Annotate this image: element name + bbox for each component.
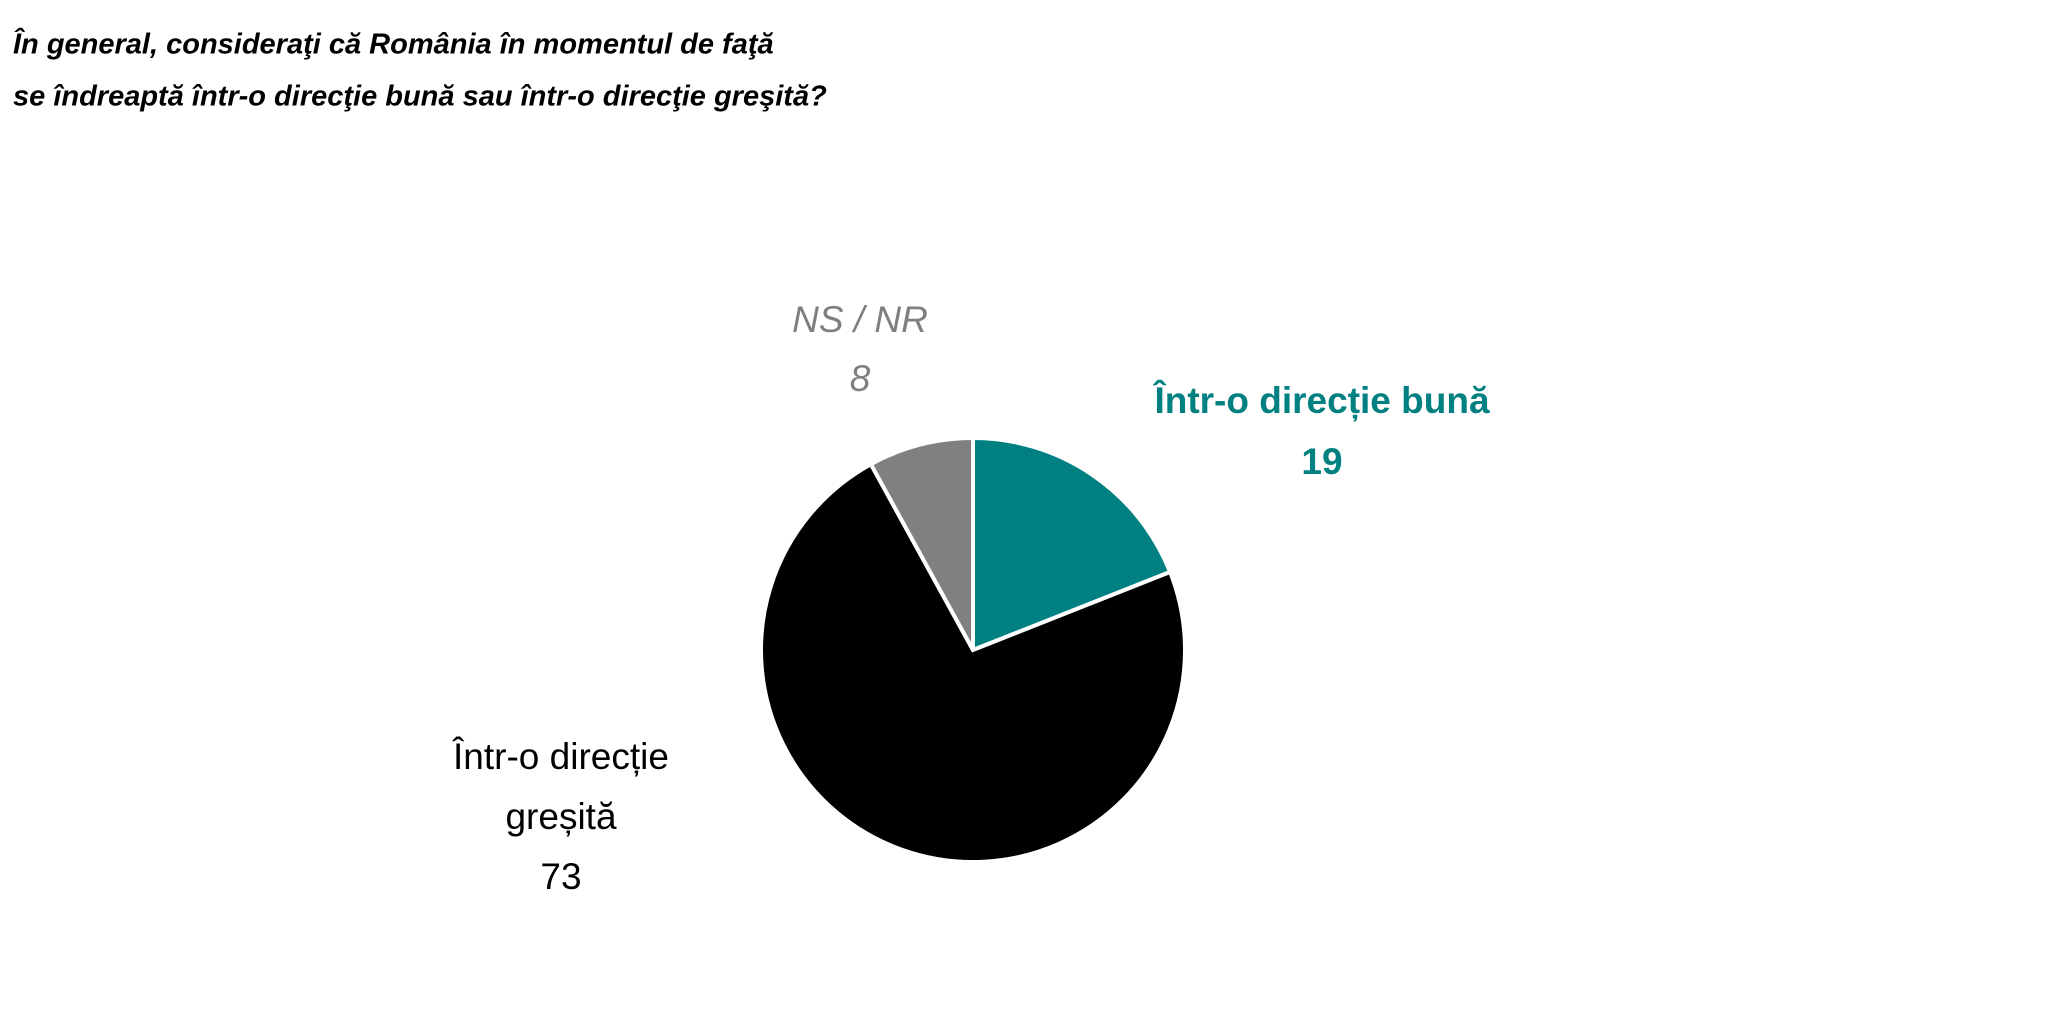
- chart-title-line: se îndreaptă într-o direcţie bună sau în…: [13, 81, 827, 113]
- slice-label: Într-o direcție bună: [1152, 379, 1490, 422]
- slice-label-line: greșită: [505, 796, 616, 837]
- slice-label: Într-o direcție greșită: [452, 736, 669, 837]
- slice-value-label: 73: [540, 856, 581, 897]
- chart-title-line: În general, consideraţi că România în mo…: [13, 27, 774, 61]
- slice-label-line: Într-o direcție: [452, 736, 669, 777]
- pie-slice: [971, 435, 1173, 653]
- slice-label: NS / NR: [792, 299, 928, 340]
- pie-slice: [759, 461, 1187, 864]
- slice-value-label: 19: [1301, 441, 1342, 482]
- pie-slice: [868, 435, 975, 651]
- slice-value-label: 8: [850, 358, 871, 399]
